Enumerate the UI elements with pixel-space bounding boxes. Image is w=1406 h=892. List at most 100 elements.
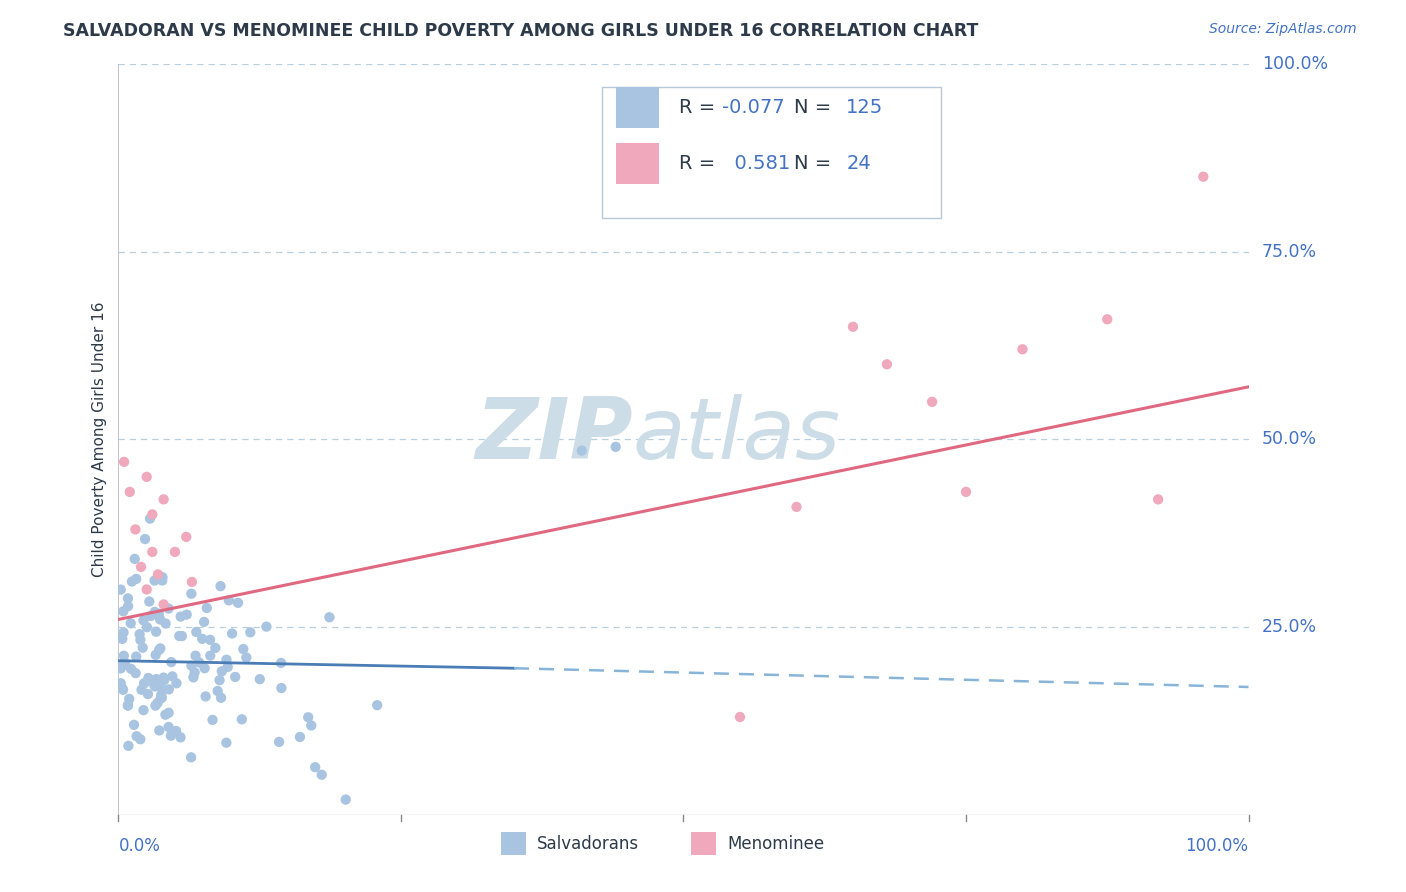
Point	[138, 594, 160, 608]
Point	[129, 632, 152, 647]
Point	[131, 640, 153, 655]
Point	[270, 681, 292, 695]
Point	[270, 656, 292, 670]
Point	[120, 662, 142, 676]
Point	[211, 665, 233, 679]
Text: 24: 24	[846, 154, 870, 173]
Point	[139, 511, 162, 525]
Point	[180, 587, 202, 601]
Point	[155, 707, 177, 722]
Point	[148, 607, 170, 621]
Point	[157, 720, 180, 734]
Point	[118, 692, 141, 706]
Point	[335, 792, 357, 806]
Point	[110, 582, 132, 597]
Point	[1097, 312, 1119, 326]
Point	[150, 688, 173, 702]
Point	[141, 545, 163, 559]
Point	[143, 574, 166, 588]
Text: Salvadorans: Salvadorans	[537, 835, 640, 853]
Point	[136, 620, 159, 634]
Point	[184, 648, 207, 663]
Point	[209, 579, 232, 593]
Point	[110, 676, 132, 690]
Point	[297, 710, 319, 724]
Point	[239, 625, 262, 640]
Point	[143, 680, 166, 694]
Point	[299, 718, 322, 732]
Text: atlas: atlas	[633, 394, 841, 477]
Point	[111, 681, 134, 696]
Point	[201, 713, 224, 727]
Point	[145, 648, 167, 662]
Point	[318, 610, 340, 624]
Point	[149, 691, 172, 706]
Point	[136, 687, 159, 701]
Point	[1192, 169, 1215, 184]
Point	[921, 394, 943, 409]
Point	[366, 698, 388, 713]
Point	[160, 655, 183, 669]
Point	[135, 582, 157, 597]
Point	[208, 673, 231, 688]
Text: ZIP: ZIP	[475, 394, 633, 477]
FancyBboxPatch shape	[616, 143, 658, 185]
Point	[728, 710, 751, 724]
Point	[209, 690, 232, 705]
Point	[138, 671, 160, 685]
Point	[141, 508, 163, 522]
Point	[146, 567, 169, 582]
Point	[110, 661, 132, 675]
Point	[571, 443, 593, 458]
Point	[157, 682, 180, 697]
Text: R =: R =	[679, 154, 721, 173]
Point	[231, 712, 253, 726]
Point	[117, 739, 139, 753]
Point	[112, 682, 135, 697]
Point	[111, 632, 134, 646]
Point	[148, 642, 170, 657]
Point	[207, 684, 229, 698]
Point	[232, 642, 254, 657]
Text: N =: N =	[794, 98, 838, 117]
Text: Source: ZipAtlas.com: Source: ZipAtlas.com	[1209, 22, 1357, 37]
Point	[131, 682, 153, 697]
Point	[249, 672, 271, 686]
Point	[176, 607, 198, 622]
Point	[152, 598, 174, 612]
Point	[183, 670, 205, 684]
Point	[198, 632, 221, 647]
Point	[117, 698, 139, 713]
Point	[215, 736, 238, 750]
Point	[125, 649, 148, 664]
Point	[256, 620, 278, 634]
Point	[204, 640, 226, 655]
Point	[842, 319, 865, 334]
Point	[129, 560, 152, 574]
Point	[288, 730, 311, 744]
Point	[120, 616, 142, 631]
Point	[186, 624, 208, 639]
Point	[150, 574, 173, 588]
Point	[157, 601, 180, 615]
Point	[955, 484, 977, 499]
Point	[217, 660, 239, 674]
Point	[132, 614, 155, 628]
Point	[135, 470, 157, 484]
Point	[145, 624, 167, 639]
Point	[304, 760, 326, 774]
Point	[169, 629, 191, 643]
Point	[143, 605, 166, 619]
Text: 100.0%: 100.0%	[1185, 837, 1249, 855]
Point	[311, 768, 333, 782]
Point	[124, 666, 146, 681]
Point	[152, 671, 174, 685]
Point	[191, 632, 214, 646]
Point	[148, 723, 170, 738]
Point	[1147, 492, 1170, 507]
Point	[117, 599, 139, 613]
Point	[124, 552, 146, 566]
Point	[1011, 343, 1033, 357]
Point	[235, 650, 257, 665]
Point	[118, 484, 141, 499]
